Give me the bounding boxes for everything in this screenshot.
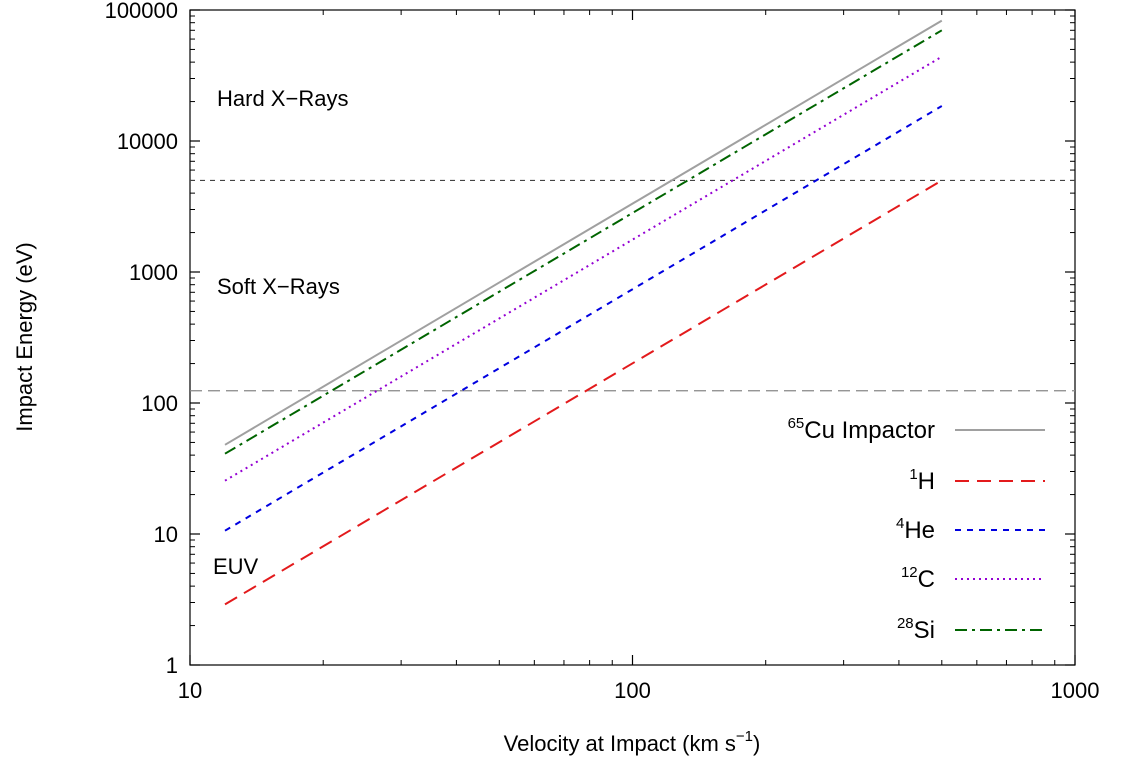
legend-isotope-mass: 1 <box>909 466 917 483</box>
y-tick-label: 10000 <box>117 129 178 154</box>
region-label-euv: EUV <box>213 554 259 579</box>
series-line-c <box>224 55 943 482</box>
y-tick-label: 100 <box>141 391 178 416</box>
legend-entry-label: 1H <box>909 466 935 495</box>
legend-entry-label: 4He <box>896 515 935 544</box>
x-tick-label: 10 <box>178 678 202 703</box>
series-line-he <box>224 105 943 532</box>
legend-species: H <box>918 468 935 495</box>
legend-isotope-mass: 4 <box>896 515 904 532</box>
y-tick-label: 10 <box>154 522 178 547</box>
region-label-hard-xrays: Hard X−Rays <box>217 86 348 111</box>
series-line-h <box>224 179 943 606</box>
legend-isotope-mass: 65 <box>788 415 805 432</box>
legend: 65Cu Impactor 1H 4He 12C 28Si <box>788 415 1045 644</box>
y-axis-label: Impact Energy (eV) <box>12 242 37 432</box>
series-line-si <box>224 29 943 455</box>
y-tick-label: 1000 <box>129 260 178 285</box>
legend-species: He <box>904 517 935 544</box>
x-tick-label: 100 <box>614 678 651 703</box>
legend-species: C <box>918 566 935 593</box>
y-tick-label: 1 <box>166 653 178 678</box>
y-tick-label: 100000 <box>105 0 178 23</box>
legend-isotope-mass: 28 <box>897 615 914 632</box>
region-label-soft-xrays: Soft X−Rays <box>217 274 340 299</box>
x-axis-label-exp: −1 <box>736 728 753 745</box>
x-axis-label-main: Velocity at Impact (km s <box>504 731 736 756</box>
legend-entry-label: 65Cu Impactor <box>788 415 935 444</box>
x-axis-label-close: ) <box>753 731 760 756</box>
legend-species: Cu Impactor <box>804 417 935 444</box>
series-line-cu <box>224 19 943 446</box>
series-lines <box>224 19 943 606</box>
legend-isotope-mass: 12 <box>901 564 918 581</box>
threshold-lines <box>190 179 1075 392</box>
legend-entry-label: 12C <box>901 564 935 593</box>
legend-entry-label: 28Si <box>897 615 935 644</box>
x-tick-label: 1000 <box>1051 678 1100 703</box>
legend-species: Si <box>914 617 935 644</box>
x-axis-label: Velocity at Impact (km s−1) <box>504 728 761 756</box>
